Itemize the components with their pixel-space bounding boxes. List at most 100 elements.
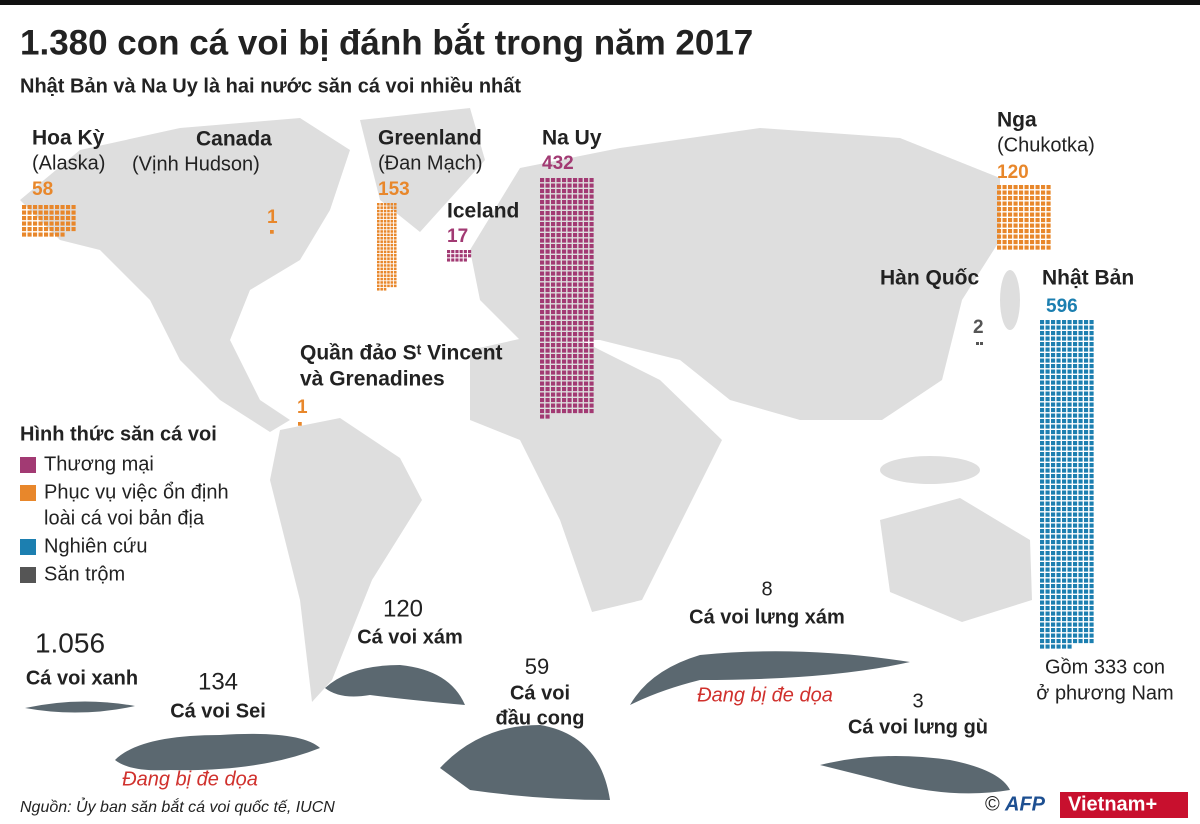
- whale-square: [562, 266, 567, 271]
- whale-square: [377, 288, 380, 291]
- whale-square: [1084, 573, 1089, 578]
- whale-square: [551, 216, 556, 221]
- whale-square: [584, 299, 589, 304]
- whale-square: [551, 277, 556, 282]
- whale-square: [1089, 424, 1094, 429]
- whale-square: [589, 409, 594, 414]
- whale-square: [1084, 391, 1089, 396]
- whale-square: [1089, 518, 1094, 523]
- whale-square: [1089, 606, 1094, 611]
- whale-square: [1056, 584, 1061, 589]
- whale-square: [1073, 479, 1078, 484]
- whale-square: [1040, 545, 1045, 550]
- whale-square: [540, 315, 545, 320]
- whale-square: [1056, 485, 1061, 490]
- whale-square: [1051, 485, 1056, 490]
- whale-square: [1045, 320, 1050, 325]
- whale-square: [1051, 369, 1056, 374]
- whale-square: [1073, 501, 1078, 506]
- whale-square: [540, 178, 545, 183]
- whale-square: [27, 205, 32, 210]
- whale-square: [1073, 606, 1078, 611]
- whale-square: [1040, 562, 1045, 567]
- whale-square: [573, 359, 578, 364]
- legend: Hình thức săn cá voi Thương mại Phục vụ v…: [20, 423, 229, 585]
- whale-square: [1067, 611, 1072, 616]
- whale-square: [551, 409, 556, 414]
- whale-square: [1008, 185, 1013, 190]
- whale-square: [377, 240, 380, 243]
- whale-square: [1089, 452, 1094, 457]
- whale-square: [567, 403, 572, 408]
- whale-square: [380, 203, 383, 206]
- whale-square: [578, 238, 583, 243]
- whale-square: [562, 200, 567, 205]
- whale-square: [1062, 573, 1067, 578]
- whale-square: [551, 255, 556, 260]
- whale-square: [1002, 240, 1007, 245]
- whale-square: [1051, 606, 1056, 611]
- whale-square: [383, 257, 387, 260]
- whale-square: [380, 230, 383, 233]
- whale-square: [1078, 331, 1083, 336]
- whale-square: [1062, 567, 1067, 572]
- whale-square: [1084, 342, 1089, 347]
- whale-square: [545, 200, 550, 205]
- whale-square: [1089, 375, 1094, 380]
- whale-square: [551, 227, 556, 232]
- whale-square: [551, 183, 556, 188]
- whale-square: [1030, 229, 1035, 234]
- whale-square: [1073, 441, 1078, 446]
- whale-square: [1045, 419, 1050, 424]
- whale-square: [567, 189, 572, 194]
- whale-square: [1035, 234, 1040, 239]
- whale-square: [1051, 523, 1056, 528]
- whale-square: [1040, 606, 1045, 611]
- whale-square: [1002, 218, 1007, 223]
- whale-square: [976, 342, 979, 345]
- whale-square: [1073, 320, 1078, 325]
- whale-square: [556, 326, 561, 331]
- whale-square: [540, 205, 545, 210]
- whale-square: [556, 255, 561, 260]
- whale-square: [1078, 551, 1083, 556]
- whale-square: [1002, 212, 1007, 217]
- whale-count: 8: [761, 578, 772, 600]
- whale-square: [1051, 424, 1056, 429]
- whale-square: [545, 354, 550, 359]
- whale-square: [1035, 240, 1040, 245]
- whale-square: [1073, 562, 1078, 567]
- whale-square: [1051, 512, 1056, 517]
- whale-square: [1041, 190, 1046, 195]
- whale-square: [584, 387, 589, 392]
- whale-square: [1056, 320, 1061, 325]
- whale-square: [1084, 485, 1089, 490]
- whale-square: [1024, 207, 1029, 212]
- whale-square: [584, 238, 589, 243]
- whale-square: [1062, 325, 1067, 330]
- whale-square: [1067, 490, 1072, 495]
- country-count: 153: [378, 179, 410, 200]
- whale-square: [1084, 364, 1089, 369]
- whale-square: [578, 293, 583, 298]
- whale-square: [1084, 540, 1089, 545]
- whale-square: [562, 304, 567, 309]
- whale-square: [1084, 633, 1089, 638]
- whale-square: [562, 211, 567, 216]
- whale-square: [1073, 523, 1078, 528]
- whale-square: [383, 243, 387, 247]
- whale-square: [1056, 507, 1061, 512]
- whale-square: [1084, 584, 1089, 589]
- whale-square: [1045, 375, 1050, 380]
- whale-square: [1067, 518, 1072, 523]
- whale-square: [545, 205, 550, 210]
- whale-square: [1062, 463, 1067, 468]
- whale-square: [1084, 562, 1089, 567]
- whale-square: [556, 293, 561, 298]
- top-bar: [0, 0, 1200, 5]
- whale-square: [1035, 196, 1040, 201]
- whale-square: [1062, 430, 1067, 435]
- whale-square: [1089, 485, 1094, 490]
- whale-square: [578, 189, 583, 194]
- whale-square: [1024, 245, 1029, 250]
